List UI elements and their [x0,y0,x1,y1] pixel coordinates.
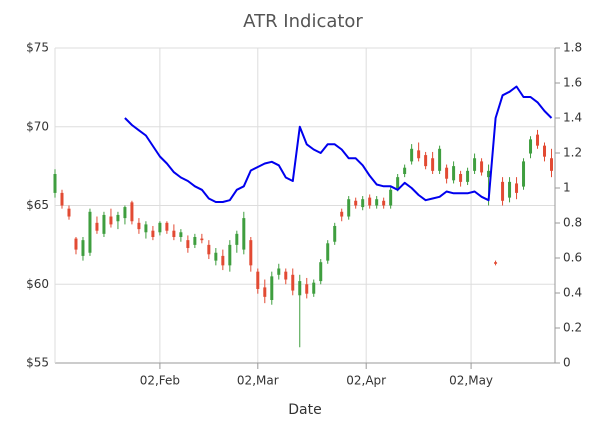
candle-body [186,240,190,249]
candle-body [137,222,141,230]
candle-body [130,202,134,222]
candle-body [347,199,351,217]
candle-body [403,167,407,174]
candle-body [95,222,99,231]
candle-body [445,167,449,179]
candle-body [172,230,176,237]
candle-body [312,282,316,294]
candle-body [263,287,267,297]
y2-tick-label: 1.6 [563,76,582,90]
y2-tick-label: 0 [563,356,571,370]
candle-body [200,238,204,241]
y2-tick-label: 0.4 [563,286,582,300]
x-tick-label: 02,Mar [237,374,279,388]
candle-body [81,240,85,256]
y-tick-label: $70 [26,119,49,133]
y-tick-label: $75 [26,41,49,55]
y-tick-label: $55 [26,356,49,370]
candle-body [424,155,428,167]
candle-body [480,161,484,173]
candle-body [158,222,162,233]
candle-body [487,170,491,178]
candle-body [53,174,57,193]
candle-body [466,170,470,182]
candle-body [102,214,106,234]
chart-title: ATR Indicator [243,11,363,32]
candle-body [221,255,225,266]
candle-body [368,197,372,206]
candle-body [270,276,274,300]
candle-body [536,134,540,146]
candle-body [340,211,344,217]
y-tick-label: $65 [26,198,49,212]
candle-body [501,181,505,201]
candle-body [452,166,456,181]
candle-body [375,199,379,206]
candle-body [151,230,155,237]
candle-body [529,139,533,154]
y2-tick-label: 1.8 [563,41,582,55]
candle-body [74,238,78,250]
y2-tick-label: 1 [563,181,571,195]
candle-body [207,244,211,255]
x-tick-label: 02,May [449,374,493,388]
candle-body [389,189,393,206]
candle-body [333,225,337,242]
candle-body [417,150,421,159]
candle-body [88,211,92,253]
candle-body [193,237,197,245]
candle-body [473,158,477,171]
candle-body [298,281,302,296]
candle-body [522,161,526,187]
atr-line [124,85,553,203]
y2-tick-label: 1.4 [563,111,582,125]
candle-body [235,233,239,245]
x-axis-title: Date [288,402,321,418]
candle-body [242,218,246,250]
candle-body [515,183,519,193]
candle-body [123,207,127,219]
candle-body [354,200,358,206]
candle-body [256,271,260,289]
candle-body [459,174,463,182]
candle-body [291,274,295,291]
candle-body [494,262,498,264]
candle-body [550,158,554,171]
candle-body [249,240,253,266]
candle-body [319,262,323,282]
candle-body [410,148,414,162]
candle-body [116,214,120,222]
x-tick-label: 02,Feb [140,374,180,388]
candle-body [179,232,183,237]
candle-body [438,148,442,171]
candle-body [396,177,400,189]
candle-body [277,268,281,275]
y2-tick-label: 0.2 [563,321,582,335]
y2-tick-label: 0.6 [563,251,582,265]
candle-body [431,158,435,171]
candle-body [508,181,512,198]
x-tick-label: 02,Apr [346,374,386,388]
candle-body [361,199,365,208]
y-tick-label: $60 [26,277,49,291]
candle-body [109,216,113,225]
candle-body [214,252,218,261]
candle-body [144,224,148,233]
y2-tick-label: 1.2 [563,146,582,160]
y2-tick-label: 0.8 [563,216,582,230]
candle-body [543,145,547,157]
candle-body [60,192,64,206]
candle-body [305,284,309,294]
candle-body [382,200,386,206]
candle-body [165,222,169,231]
candle-body [228,244,232,266]
candle-body [284,271,288,280]
candle-body [326,243,330,261]
candle-body [67,208,71,217]
